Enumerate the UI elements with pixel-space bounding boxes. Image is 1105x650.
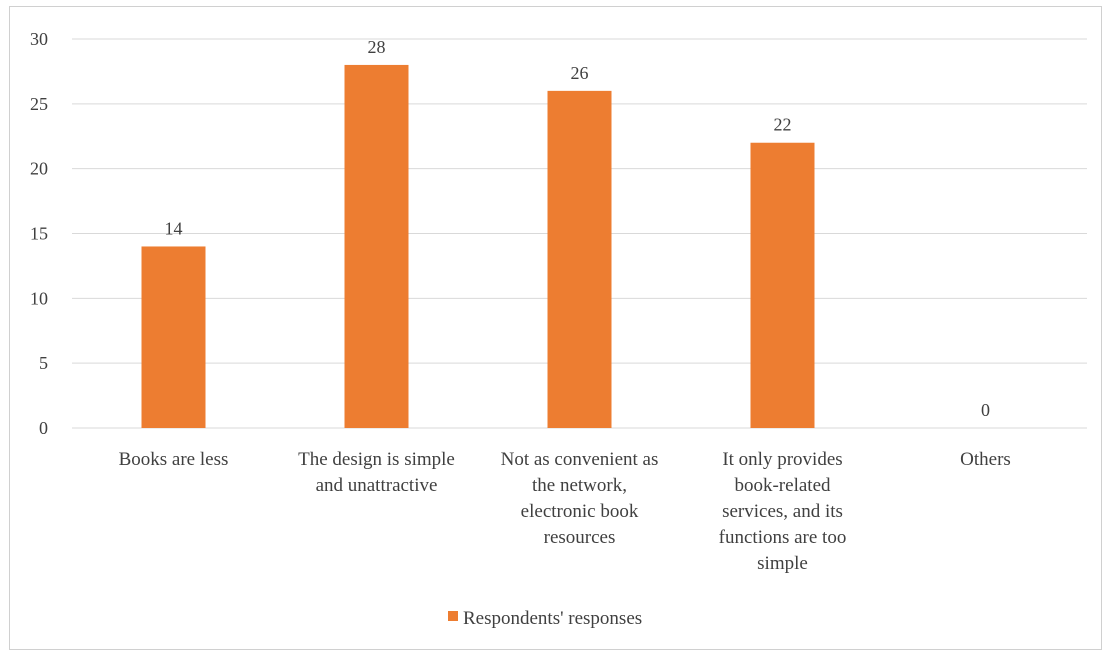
y-tick-label: 0 (39, 418, 48, 438)
x-category-line: services, and its (722, 501, 843, 522)
bar (750, 142, 815, 428)
x-category-line: The design is simple (298, 449, 455, 470)
x-category-line: book-related (734, 475, 831, 496)
bars (141, 64, 815, 428)
x-category-line: resources (544, 527, 616, 548)
x-category-line: Books are less (119, 449, 229, 470)
data-labels: 14 28 26 22 0 (165, 37, 991, 420)
y-tick-label: 5 (39, 353, 48, 373)
x-category-label: It only provides book-related services, an… (719, 449, 847, 574)
x-category-line: the network, (532, 475, 627, 496)
y-tick-label: 25 (30, 94, 48, 114)
y-tick-label: 10 (30, 288, 48, 308)
legend-label: Respondents' responses (463, 608, 642, 629)
x-category-line: simple (757, 553, 808, 574)
x-category-line: and unattractive (316, 475, 438, 496)
x-category-label: The design is simple and unattractive (298, 449, 455, 496)
y-tick-label: 30 (30, 29, 48, 49)
x-category-label: Others (960, 449, 1011, 470)
data-label: 26 (571, 63, 589, 83)
bar (547, 90, 612, 428)
x-category-label: Books are less (119, 449, 229, 470)
x-category-line: Not as convenient as (501, 449, 659, 470)
legend-swatch (448, 611, 458, 621)
x-category-line: It only provides (722, 449, 842, 470)
y-tick-label: 20 (30, 159, 48, 179)
data-label: 28 (368, 37, 386, 57)
x-category-line: functions are too (719, 527, 847, 548)
x-axis-categories: Books are less The design is simple and un… (119, 449, 1011, 574)
x-category-line: Others (960, 449, 1011, 470)
data-label: 0 (981, 400, 990, 420)
x-category-line: electronic book (521, 501, 639, 522)
legend: Respondents' responses (448, 608, 642, 629)
y-tick-label: 15 (30, 224, 48, 244)
bar (344, 64, 409, 428)
x-category-label: Not as convenient as the network, electron… (501, 449, 659, 548)
y-axis-ticks: 0 5 10 15 20 25 30 (30, 29, 48, 438)
data-label: 14 (165, 218, 183, 238)
data-label: 22 (774, 115, 792, 135)
bar (141, 246, 206, 428)
